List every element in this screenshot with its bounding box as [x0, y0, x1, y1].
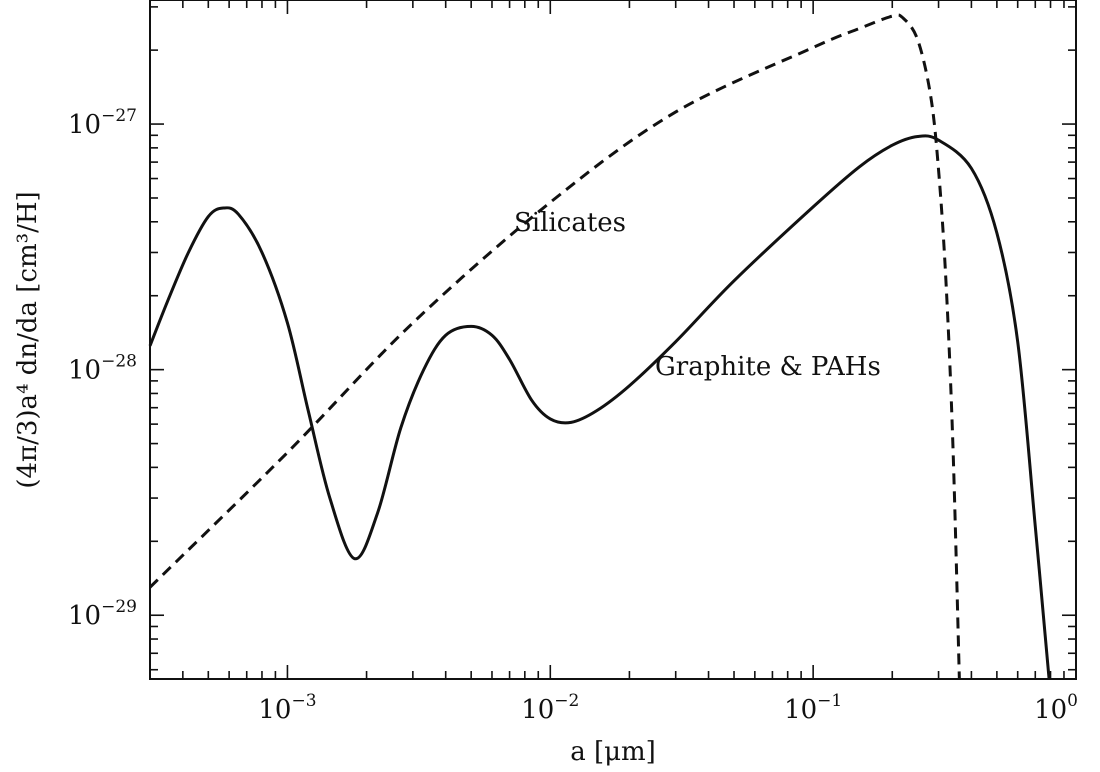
series-layer [148, 13, 1051, 680]
silicates-series-line [148, 13, 961, 680]
y-axis-label: (4π/3)a⁴ dn/da [cm³/H] [13, 191, 43, 488]
x-tick-label: 10−3 [258, 691, 316, 725]
y-tick-label: 10−27 [68, 106, 137, 140]
graphite-pahs-annotation: Graphite & PAHs [655, 352, 881, 382]
x-tick-label: 10−1 [784, 691, 842, 725]
x-tick-label: 10−2 [521, 691, 579, 725]
y-tick-label: 10−28 [68, 352, 137, 386]
tick-labels-layer: 10−3 10−2 10−1 100 10−29 10−28 10−27 [68, 106, 1078, 725]
x-axis-label: a [μm] [570, 737, 656, 767]
y-tick-label: 10−29 [68, 597, 137, 631]
graphite-series-line [148, 134, 1051, 680]
x-tick-label: 100 [1034, 691, 1078, 725]
silicates-annotation: Silicates [514, 208, 626, 238]
plot-frame [149, 0, 1077, 680]
ticks-layer [149, 0, 1077, 679]
